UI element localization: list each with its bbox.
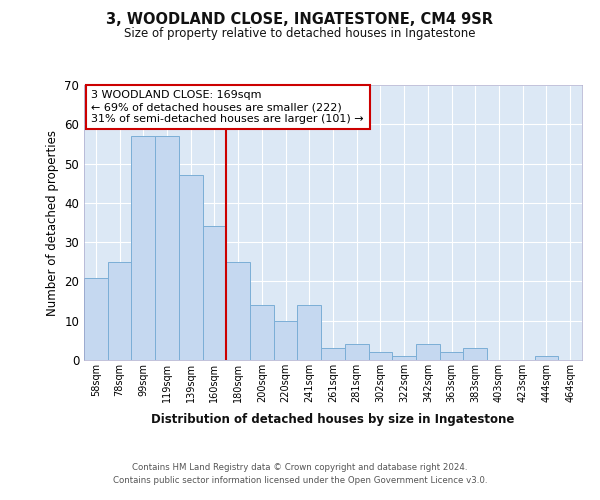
Y-axis label: Number of detached properties: Number of detached properties <box>46 130 59 316</box>
Bar <box>368 352 392 360</box>
Bar <box>108 262 131 360</box>
Bar <box>155 136 179 360</box>
Bar <box>274 320 298 360</box>
Bar <box>535 356 558 360</box>
Bar <box>463 348 487 360</box>
Bar <box>84 278 108 360</box>
Bar <box>440 352 463 360</box>
Text: Distribution of detached houses by size in Ingatestone: Distribution of detached houses by size … <box>151 412 515 426</box>
Bar <box>203 226 226 360</box>
Bar <box>298 305 321 360</box>
Text: Size of property relative to detached houses in Ingatestone: Size of property relative to detached ho… <box>124 28 476 40</box>
Bar <box>321 348 345 360</box>
Text: 3 WOODLAND CLOSE: 169sqm
← 69% of detached houses are smaller (222)
31% of semi-: 3 WOODLAND CLOSE: 169sqm ← 69% of detach… <box>91 90 364 124</box>
Text: Contains HM Land Registry data © Crown copyright and database right 2024.: Contains HM Land Registry data © Crown c… <box>132 462 468 471</box>
Bar <box>250 305 274 360</box>
Bar <box>416 344 440 360</box>
Text: Contains public sector information licensed under the Open Government Licence v3: Contains public sector information licen… <box>113 476 487 485</box>
Bar <box>226 262 250 360</box>
Bar <box>345 344 368 360</box>
Bar <box>392 356 416 360</box>
Bar <box>179 176 203 360</box>
Bar <box>131 136 155 360</box>
Text: 3, WOODLAND CLOSE, INGATESTONE, CM4 9SR: 3, WOODLAND CLOSE, INGATESTONE, CM4 9SR <box>107 12 493 28</box>
